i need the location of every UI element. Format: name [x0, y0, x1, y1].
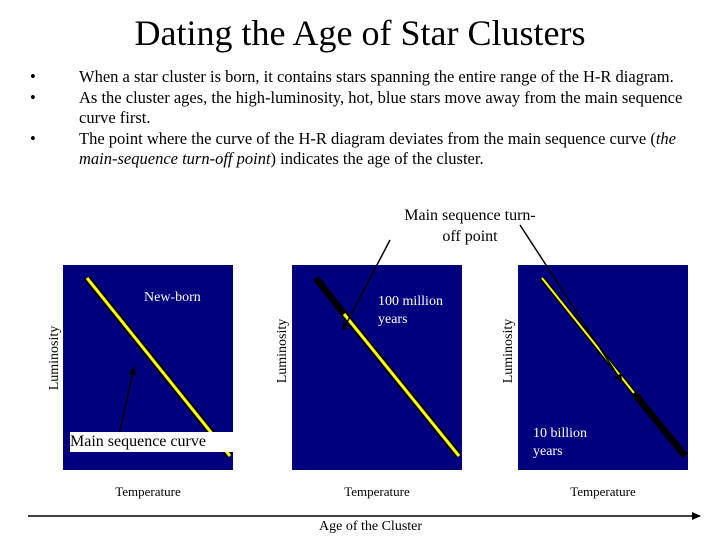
bullet-item: • When a star cluster is born, it contain…: [30, 67, 700, 88]
turned-off-segment: [313, 275, 347, 317]
x-axis-label: Temperature: [115, 484, 181, 499]
turned-off-segment: [631, 390, 688, 459]
bullet-marker: •: [30, 128, 36, 148]
bullet-text-italic: the main-sequence turn-off point: [79, 128, 676, 169]
bullet-marker: •: [30, 67, 36, 86]
hr-panel-10-billion: [518, 265, 688, 470]
panel-label-100-million: 100 million years: [378, 294, 443, 327]
turnoff-arrow: [519, 224, 623, 383]
turnoff-arrow: [342, 239, 391, 331]
bullet-marker: •: [30, 87, 36, 107]
panel-label-10-billion: 10 billion years: [533, 426, 588, 459]
bullet-item: • The point where the curve of the H-R di…: [30, 129, 700, 170]
main-sequence-line: [342, 313, 461, 457]
main-sequence-line: [541, 277, 635, 394]
slide-title: Dating the Age of Star Clusters: [134, 13, 586, 53]
hr-panel-100-million: [292, 265, 462, 470]
age-axis-label: Age of the Cluster: [319, 519, 423, 534]
bullet-item: • As the cluster ages, the high-luminosit…: [30, 88, 700, 129]
panel-label-newborn: New-born: [144, 290, 201, 305]
x-axis-label: Temperature: [570, 484, 636, 499]
main-sequence-caption: Main sequence curve: [70, 432, 240, 452]
main-sequence-line: [85, 277, 232, 457]
bullet-text: The point where the curve of the H-R dia…: [79, 128, 656, 148]
main-sequence-arrow: [117, 366, 137, 441]
bullet-text: As the cluster ages, the high-luminosity…: [79, 87, 683, 128]
bullet-text: ) indicates the age of the cluster.: [270, 149, 484, 168]
turnoff-label: Main sequence turn-off point: [404, 207, 536, 245]
bullet-list: • When a star cluster is born, it contain…: [30, 67, 700, 170]
bullet-text: When a star cluster is born, it contains…: [79, 67, 674, 86]
x-axis-label: Temperature: [344, 484, 410, 499]
